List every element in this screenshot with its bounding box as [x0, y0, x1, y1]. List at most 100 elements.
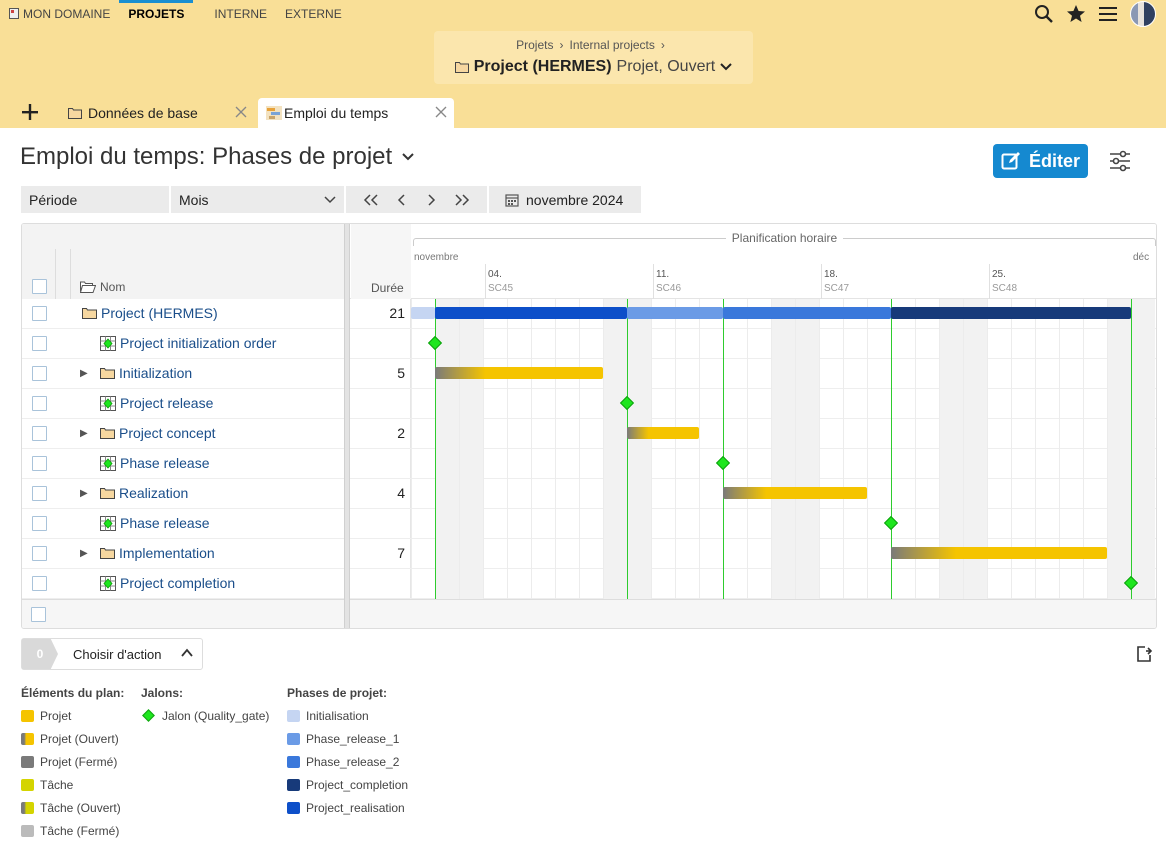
row-checkbox[interactable] — [32, 396, 47, 411]
phase-bar[interactable] — [891, 547, 1107, 559]
first-period-button[interactable] — [363, 193, 379, 206]
export-icon[interactable] — [1135, 645, 1153, 663]
project-phase-bar[interactable] — [435, 307, 627, 319]
footer-checkbox[interactable] — [31, 607, 46, 622]
row-checkbox[interactable] — [32, 546, 47, 561]
avatar[interactable] — [1130, 1, 1156, 27]
gantt-row[interactable]: Project (HERMES) 21 — [22, 299, 1156, 329]
nav-interne[interactable]: INTERNE — [205, 0, 276, 28]
legend-item: Projet (Ouvert) — [21, 732, 124, 755]
breadcrumb-internal-projects[interactable]: Internal projects — [569, 38, 655, 52]
gantt-row[interactable]: Project release — [22, 389, 1156, 419]
row-label: Project initialization order — [120, 335, 277, 351]
nav-label: EXTERNE — [285, 7, 342, 21]
day-gridline — [963, 299, 964, 599]
nav-externe[interactable]: EXTERNE — [276, 0, 351, 28]
date-picker[interactable]: novembre 2024 — [489, 186, 641, 213]
milestone-marker[interactable] — [715, 455, 731, 471]
month-label-start: novembre — [414, 252, 459, 263]
expand-icon[interactable]: ▶ — [80, 487, 88, 499]
tab-emploi-du-temps[interactable]: Emploi du temps — [258, 98, 454, 128]
main-nav: MON DOMAINE PROJETS INTERNE EXTERNE — [0, 0, 351, 28]
expand-icon[interactable]: ▶ — [80, 367, 88, 379]
period-label: Période — [21, 186, 169, 213]
add-tab-icon[interactable] — [18, 100, 42, 124]
star-icon[interactable] — [1066, 4, 1086, 24]
gantt-row[interactable]: ▶ Realization 4 — [22, 479, 1156, 509]
nav-projets[interactable]: PROJETS — [119, 0, 194, 28]
row-name[interactable]: Project completion — [80, 575, 235, 591]
row-checkbox[interactable] — [32, 456, 47, 471]
row-name[interactable]: Project release — [80, 395, 213, 411]
row-duration: 21 — [389, 305, 405, 321]
phase-bar[interactable] — [627, 427, 699, 439]
project-selector[interactable]: Project (HERMES) Projet, Ouvert — [434, 58, 753, 76]
menu-icon[interactable] — [1098, 4, 1118, 24]
gantt-row[interactable]: Project initialization order — [22, 329, 1156, 359]
duration-column-header[interactable]: Durée — [371, 281, 404, 295]
row-label: Initialization — [119, 365, 193, 381]
row-name[interactable]: ▶ Initialization — [80, 365, 192, 381]
project-phase-bar[interactable] — [627, 307, 723, 319]
row-checkbox[interactable] — [32, 426, 47, 441]
row-name[interactable]: Phase release — [80, 515, 210, 531]
column-splitter[interactable] — [344, 224, 350, 628]
close-icon[interactable] — [234, 105, 248, 119]
calendar-icon — [505, 193, 519, 207]
project-phase-bar[interactable] — [411, 307, 435, 319]
chevron-up-icon[interactable] — [180, 646, 194, 660]
gantt-row[interactable]: Phase release — [22, 509, 1156, 539]
name-column-header[interactable]: Nom — [80, 280, 125, 294]
row-checkbox[interactable] — [32, 486, 47, 501]
row-name[interactable]: ▶ Realization — [80, 485, 188, 501]
tab-donnees-de-base[interactable]: Données de base — [60, 98, 254, 128]
settings-sliders-icon[interactable] — [1108, 149, 1132, 173]
gantt-row[interactable]: ▶ Project concept 2 — [22, 419, 1156, 449]
action-bar[interactable]: 0 Choisir d'action — [21, 638, 203, 670]
gantt-row[interactable]: ▶ Implementation 7 — [22, 539, 1156, 569]
period-value: Mois — [179, 191, 209, 208]
phase-bar[interactable] — [723, 487, 867, 499]
phase-bar[interactable] — [435, 367, 603, 379]
chevron-left-icon — [398, 193, 405, 206]
row-checkbox[interactable] — [32, 366, 47, 381]
gantt-row[interactable]: ▶ Initialization 5 — [22, 359, 1156, 389]
row-name[interactable]: Project (HERMES) — [82, 305, 218, 321]
row-name[interactable]: ▶ Project concept — [80, 425, 216, 441]
gantt-row[interactable]: Phase release — [22, 449, 1156, 479]
row-checkbox[interactable] — [32, 336, 47, 351]
close-icon[interactable] — [434, 105, 448, 119]
last-period-button[interactable] — [454, 193, 470, 206]
expand-icon[interactable]: ▶ — [80, 547, 88, 559]
row-name[interactable]: Phase release — [80, 455, 210, 471]
project-phase-bar[interactable] — [723, 307, 891, 319]
expand-icon[interactable]: ▶ — [80, 427, 88, 439]
breadcrumb-projets[interactable]: Projets — [516, 38, 554, 52]
select-all-checkbox[interactable] — [32, 279, 47, 294]
weekend-column — [627, 299, 651, 599]
row-name[interactable]: ▶ Implementation — [80, 545, 215, 561]
row-name[interactable]: Project initialization order — [80, 335, 276, 351]
edit-button[interactable]: Éditer — [993, 144, 1088, 178]
milestone-marker[interactable] — [883, 515, 899, 531]
domain-icon — [9, 8, 19, 19]
prev-period-button[interactable] — [397, 193, 407, 206]
folder-icon — [100, 428, 115, 439]
nav-mon-domaine[interactable]: MON DOMAINE — [0, 0, 119, 28]
legend-item: Project_realisation — [287, 801, 408, 824]
gantt-row[interactable]: Project completion — [22, 569, 1156, 599]
legend-label: Phase_release_2 — [306, 755, 400, 769]
day-gridline — [555, 299, 556, 599]
row-label: Project completion — [120, 575, 236, 591]
page-title[interactable]: Emploi du temps: Phases de projet — [20, 143, 414, 171]
filter-bar: Période Mois novembre 2024 — [21, 186, 643, 213]
next-period-button[interactable] — [426, 193, 436, 206]
row-checkbox[interactable] — [32, 516, 47, 531]
period-select[interactable]: Mois — [171, 186, 344, 213]
legend-item: Tâche — [21, 778, 124, 801]
week-number: SC45 — [488, 283, 514, 294]
row-checkbox[interactable] — [32, 576, 47, 591]
search-icon[interactable] — [1034, 4, 1054, 24]
row-checkbox[interactable] — [32, 306, 47, 321]
project-phase-bar[interactable] — [891, 307, 1131, 319]
